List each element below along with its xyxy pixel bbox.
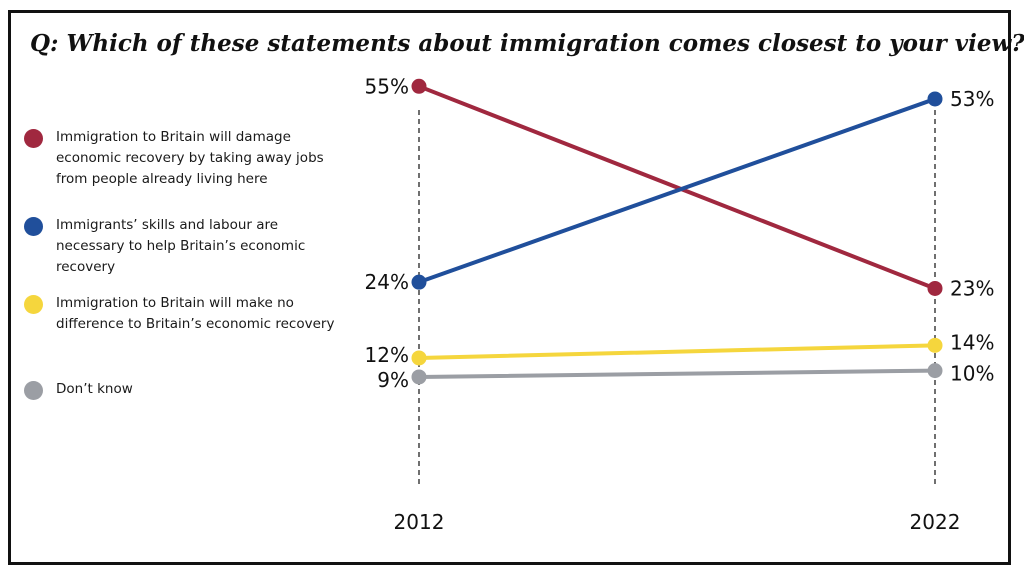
data-label-skills-necessary-2022: 53% — [950, 87, 994, 111]
data-label-dont-know-2012: 9% — [377, 368, 409, 392]
data-point-no-difference-2012 — [411, 350, 427, 366]
data-point-dont-know-2012 — [411, 369, 427, 385]
chart-frame — [8, 10, 1011, 565]
legend-marker-no-difference — [24, 295, 43, 314]
chart-title: Q: Which of these statements about immig… — [30, 30, 1024, 57]
legend-label-dont-know: Don’t know — [56, 381, 133, 397]
data-point-damage-recovery-2012 — [411, 78, 427, 94]
data-label-damage-recovery-2022: 23% — [950, 276, 994, 300]
legend-label-damage-recovery: Immigration to Britain will damage econo… — [56, 129, 324, 187]
legend-label-skills-necessary: Immigrants’ skills and labour are necess… — [56, 217, 306, 275]
series-line-damage-recovery — [417, 84, 937, 291]
data-label-no-difference-2012: 12% — [365, 343, 409, 367]
data-label-dont-know-2022: 10% — [950, 362, 994, 386]
data-label-skills-necessary-2012: 24% — [365, 270, 409, 294]
data-point-skills-necessary-2012 — [411, 274, 427, 290]
data-point-dont-know-2022 — [927, 363, 943, 379]
data-point-damage-recovery-2022 — [927, 280, 943, 296]
series-line-skills-necessary — [417, 96, 937, 285]
series-layer: 9% 10% 12% 14% 55% 23% 24% 53% — [365, 74, 995, 392]
series-line-dont-know — [417, 368, 937, 379]
data-point-no-difference-2022 — [927, 337, 943, 353]
x-tick-2012: 2012 — [394, 510, 445, 534]
data-point-skills-necessary-2022 — [927, 91, 943, 107]
data-label-no-difference-2022: 14% — [950, 330, 994, 354]
legend-marker-damage-recovery — [24, 129, 43, 148]
legend-marker-dont-know — [24, 381, 43, 400]
data-label-damage-recovery-2012: 55% — [365, 74, 409, 98]
x-tick-2022: 2022 — [910, 510, 961, 534]
legend-label-no-difference: Immigration to Britain will make no diff… — [56, 295, 335, 332]
series-line-no-difference — [417, 343, 937, 360]
legend-marker-skills-necessary — [24, 217, 43, 236]
